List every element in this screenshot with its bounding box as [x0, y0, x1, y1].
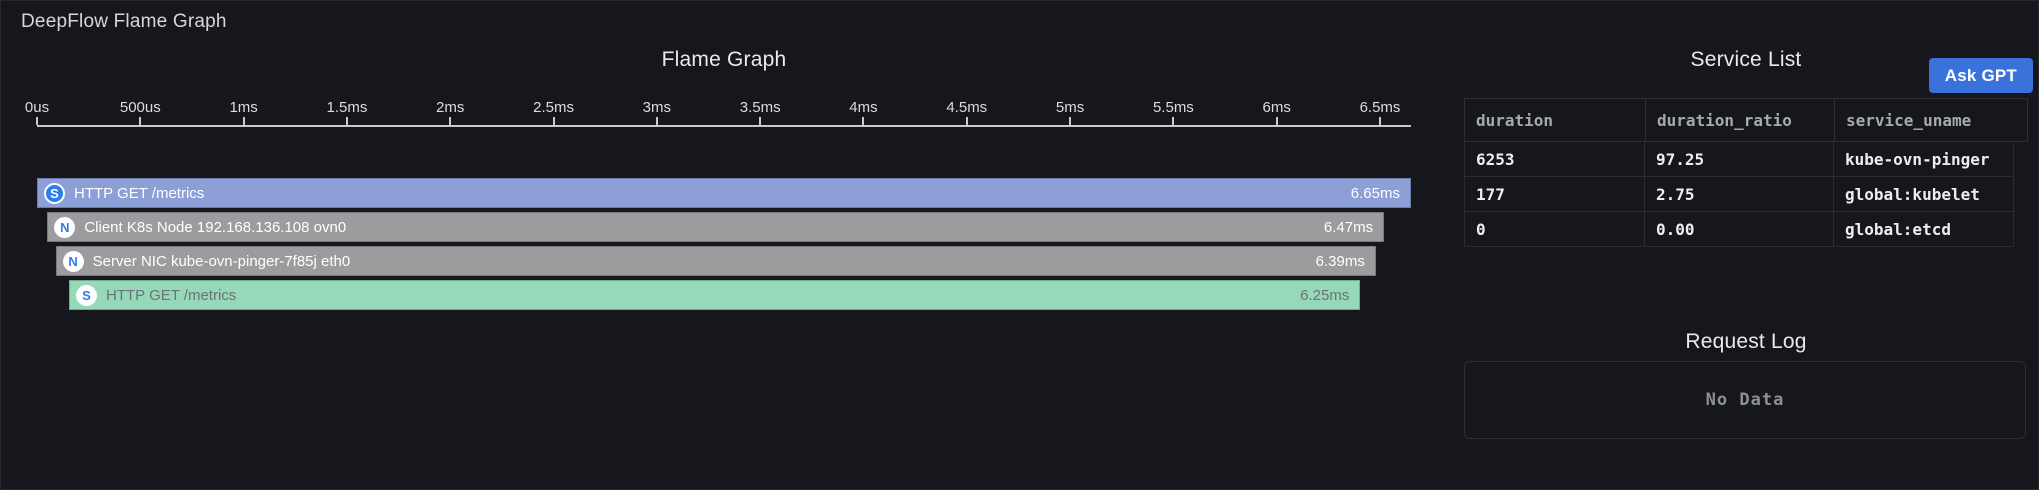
right-column: Service List Ask GPT duration duration_ra… — [1464, 45, 2033, 439]
flame-bar[interactable]: S HTTP GET /metrics 6.65ms — [37, 178, 1411, 208]
axis-tick-mark — [862, 117, 865, 125]
axis-tick-mark — [1069, 117, 1072, 125]
flame-bar-label: Client K8s Node 192.168.136.108 ovn0 — [84, 218, 347, 236]
axis-baseline — [37, 125, 1411, 127]
column-header-service_uname[interactable]: service_uname — [1846, 110, 1972, 130]
axis-tick-label: 1ms — [229, 99, 258, 116]
axis-tick-label: 3.5ms — [739, 99, 781, 116]
axis-tick-mark — [242, 117, 245, 125]
axis-tick-mark — [36, 117, 38, 125]
table-row[interactable]: 177 2.75 global:kubelet — [1465, 177, 2013, 212]
request-log-box: No Data — [1464, 361, 2026, 439]
axis-tick-mark — [655, 117, 658, 125]
column-header-duration[interactable]: duration — [1465, 99, 1646, 141]
axis-tick-label: 1.5ms — [326, 99, 368, 116]
flame-bar-duration: 6.65ms — [1350, 184, 1400, 202]
service-icon: S — [76, 284, 98, 306]
table-cell: global:kubelet — [1845, 184, 1980, 204]
table-cell: 0 — [1465, 212, 1645, 246]
service-icon: S — [44, 182, 65, 204]
axis-tick-label: 2.5ms — [533, 99, 574, 116]
table-cell: 97.25 — [1645, 142, 1834, 176]
axis-tick-mark — [1379, 117, 1381, 125]
request-log-empty-text: No Data — [1705, 390, 1785, 410]
flame-bar-duration: 6.39ms — [1315, 252, 1365, 270]
service-list-table-header: duration duration_ratio service_uname — [1464, 98, 2028, 142]
time-axis: 0us 500us 1ms 1.5ms 2ms 2.5ms 3ms 3.5ms 4ms 4.5ms… — [25, 99, 1411, 127]
axis-tick-label: 5.5ms — [1152, 99, 1194, 116]
flame-bars: S HTTP GET /metrics 6.65ms N Client K8s Node… — [37, 178, 1411, 310]
service-list-header: Service List Ask GPT — [1464, 45, 2033, 93]
axis-tick-label: 500us — [119, 99, 161, 116]
axis-tick-label: 3ms — [642, 99, 672, 116]
flame-bar-label: HTTP GET /metrics — [106, 286, 237, 304]
flame-bar[interactable]: S HTTP GET /metrics 6.25ms — [69, 280, 1361, 310]
flame-bar-duration: 6.47ms — [1323, 218, 1374, 236]
network-icon: N — [62, 250, 84, 272]
table-row[interactable]: 6253 97.25 kube-ovn-pinger — [1465, 142, 2013, 177]
service-list-table: duration duration_ratio service_uname 6253… — [1464, 98, 2028, 247]
flame-graph-title: Flame Graph — [661, 48, 787, 71]
axis-tick-mark — [139, 117, 142, 125]
flame-bar-label: HTTP GET /metrics — [74, 184, 205, 202]
service-list-table-body: 6253 97.25 kube-ovn-pinger 177 2.75 global:ku… — [1464, 142, 2014, 247]
axis-tick-mark — [965, 117, 968, 125]
axis-tick-mark — [1172, 117, 1175, 125]
table-cell: 6253 — [1465, 142, 1645, 176]
panel-title[interactable]: DeepFlow Flame Graph — [21, 11, 227, 32]
axis-tick-mark — [449, 117, 452, 125]
table-cell: 2.75 — [1645, 177, 1834, 211]
service-list-title: Service List — [1690, 48, 1802, 71]
flame-bar[interactable]: N Client K8s Node 192.168.136.108 ovn0 6.4… — [47, 212, 1385, 242]
flame-bar[interactable]: N Server NIC kube-ovn-pinger-7f85j eth0 6.… — [55, 246, 1376, 276]
flame-bar-label: Server NIC kube-ovn-pinger-7f85j eth0 — [92, 252, 351, 270]
axis-tick-label: 6.5ms — [1359, 99, 1401, 116]
flame-graph-section: Flame Graph 0us 500us 1ms 1.5ms 2ms 2.5ms 3ms 3… — [25, 45, 1411, 314]
table-cell: kube-ovn-pinger — [1845, 149, 1990, 169]
table-row[interactable]: 0 0.00 global:etcd — [1465, 212, 2013, 247]
axis-tick-label: 4.5ms — [946, 99, 988, 116]
table-cell: 0.00 — [1645, 212, 1834, 246]
table-cell: global:etcd — [1845, 219, 1951, 239]
axis-tick-mark — [345, 117, 348, 125]
column-header-duration_ratio[interactable]: duration_ratio — [1646, 99, 1835, 141]
axis-tick-mark — [1275, 117, 1278, 125]
table-cell: 177 — [1465, 177, 1645, 211]
network-icon: N — [54, 216, 76, 238]
axis-tick-label: 6ms — [1262, 99, 1291, 116]
request-log-title: Request Log — [1685, 330, 1807, 353]
axis-tick-label: 2ms — [436, 99, 465, 116]
axis-tick-label: 0us — [24, 99, 50, 116]
axis-tick-label: 5ms — [1055, 99, 1085, 116]
axis-tick-label: 4ms — [849, 99, 878, 116]
ask-gpt-button[interactable]: Ask GPT — [1928, 58, 2033, 93]
axis-tick-mark — [759, 117, 762, 125]
flame-bar-duration: 6.25ms — [1300, 286, 1350, 304]
axis-tick-mark — [552, 117, 555, 125]
